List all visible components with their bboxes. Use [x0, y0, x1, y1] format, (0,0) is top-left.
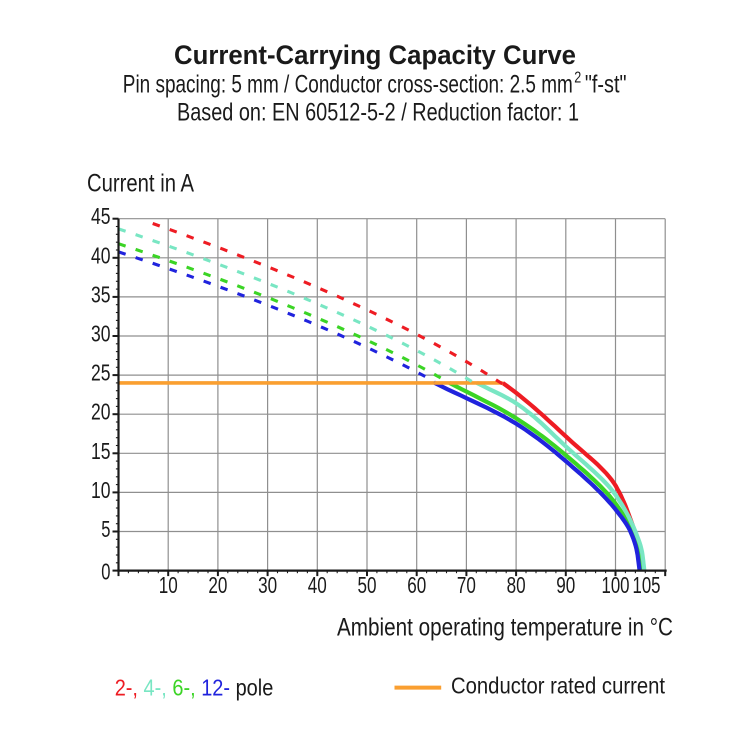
svg-text:105: 105 [633, 572, 661, 598]
svg-text:Based on: EN 60512-5-2 / Reduc: Based on: EN 60512-5-2 / Reduction facto… [177, 99, 579, 127]
svg-text:50: 50 [358, 572, 377, 598]
svg-text:Current-Carrying Capacity Curv: Current-Carrying Capacity Curve [174, 40, 576, 70]
svg-text:60: 60 [407, 572, 426, 598]
svg-text:2-, 4-, 6-, 12- pole: 2-, 4-, 6-, 12- pole [115, 675, 274, 701]
svg-text:2: 2 [574, 70, 581, 87]
svg-text:5: 5 [101, 516, 110, 542]
svg-text:70: 70 [457, 572, 476, 598]
svg-text:40: 40 [308, 572, 327, 598]
svg-text:Pin spacing: 5 mm / Conductor: Pin spacing: 5 mm / Conductor cross-sect… [123, 71, 573, 99]
svg-text:15: 15 [91, 438, 111, 464]
svg-text:10: 10 [91, 477, 111, 503]
svg-text:80: 80 [507, 572, 526, 598]
svg-text:Conductor rated current: Conductor rated current [451, 673, 665, 699]
svg-text:Ambient operating temperature: Ambient operating temperature in °C [337, 614, 673, 642]
svg-text:90: 90 [556, 572, 575, 598]
svg-text:10: 10 [159, 572, 178, 598]
svg-text:100: 100 [602, 572, 630, 598]
svg-text:Current in A: Current in A [87, 169, 194, 197]
svg-text:30: 30 [258, 572, 277, 598]
svg-text:20: 20 [208, 572, 227, 598]
svg-text:20: 20 [91, 399, 111, 425]
svg-text:0: 0 [101, 558, 110, 584]
svg-text:45: 45 [91, 203, 111, 229]
svg-text:"f-st": "f-st" [585, 71, 627, 99]
svg-text:30: 30 [91, 321, 111, 347]
svg-text:35: 35 [91, 281, 111, 307]
svg-text:40: 40 [91, 242, 111, 268]
svg-text:25: 25 [91, 360, 111, 386]
